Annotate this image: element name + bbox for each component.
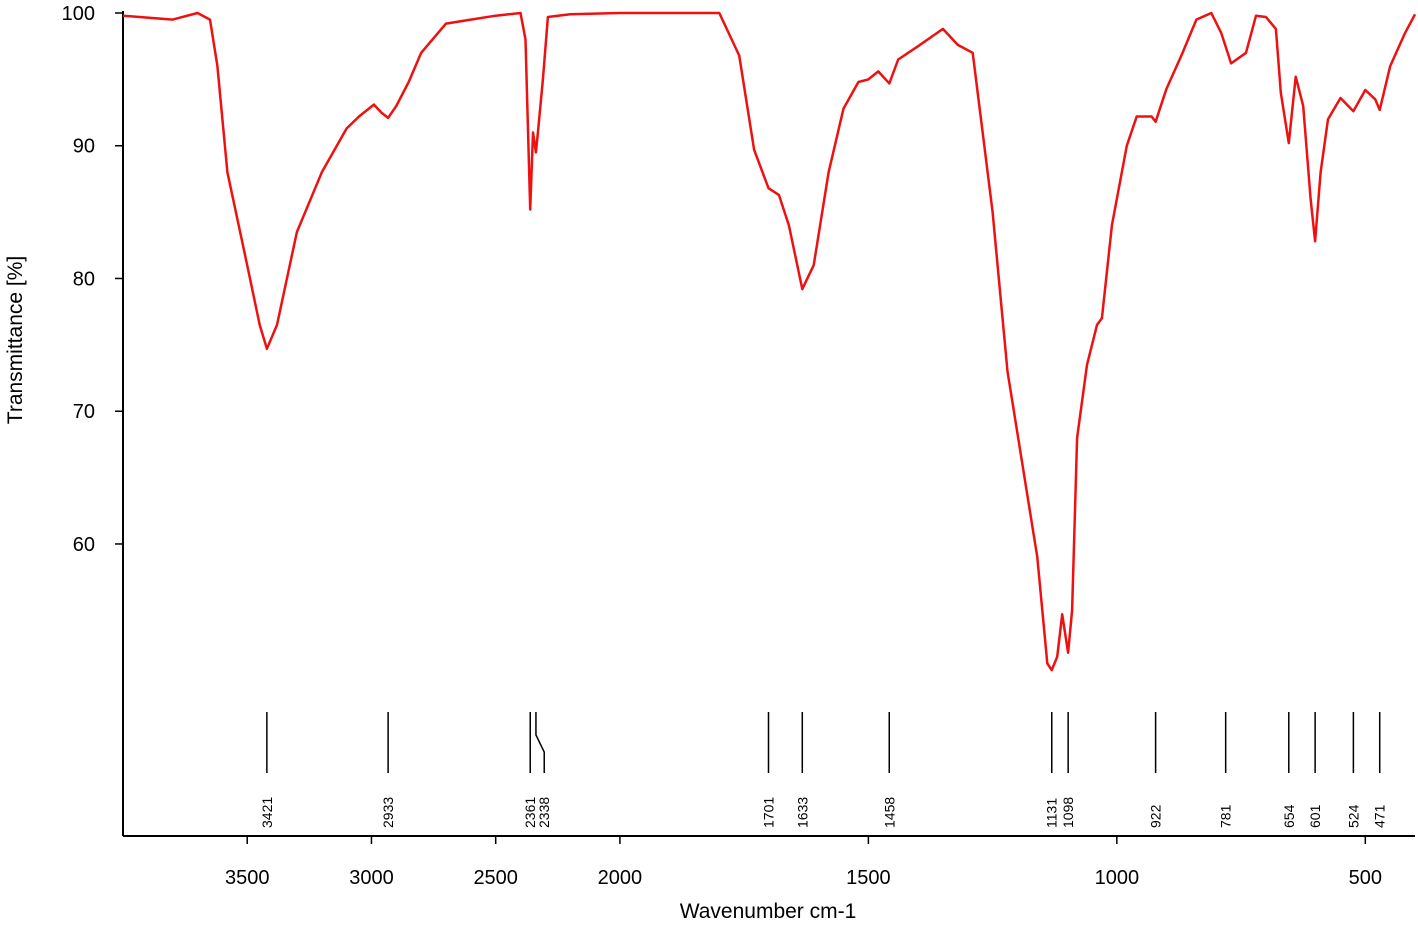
x-tick-label: 1000 — [1095, 867, 1140, 889]
peak-label: 1458 — [881, 797, 897, 828]
x-tick-label: 2000 — [598, 867, 643, 889]
peak-label: 1098 — [1060, 797, 1076, 828]
peak-label: 781 — [1218, 804, 1234, 828]
y-tick-label: 70 — [73, 401, 95, 423]
peak-label: 2338 — [536, 797, 552, 828]
x-tick-label: 2500 — [473, 867, 518, 889]
y-tick-label: 60 — [73, 534, 95, 556]
peak-label: 654 — [1281, 804, 1297, 828]
x-tick-label: 3000 — [349, 867, 394, 889]
y-tick-label: 100 — [62, 3, 95, 25]
y-tick-label: 90 — [73, 136, 95, 158]
peak-marker — [535, 712, 545, 773]
peak-label: 471 — [1372, 804, 1388, 828]
peak-label: 1633 — [794, 797, 810, 828]
peak-label: 1131 — [1044, 798, 1060, 828]
peak-label: 1701 — [761, 797, 777, 828]
x-tick-label: 500 — [1349, 867, 1382, 889]
peak-label: 2933 — [380, 797, 396, 828]
peak-label: 3421 — [259, 797, 275, 828]
spectrum-line — [122, 11, 1417, 672]
peak-label: 601 — [1307, 804, 1323, 828]
peak-label: 524 — [1345, 804, 1361, 828]
y-axis-label: Transmittance [%] — [4, 256, 27, 424]
x-tick-label: 3500 — [225, 867, 270, 889]
peak-label: 922 — [1148, 804, 1164, 828]
x-axis-label: Wavenumber cm-1 — [680, 900, 857, 923]
y-tick-label: 80 — [73, 268, 95, 290]
x-tick-label: 1500 — [846, 867, 891, 889]
peak-label: 2361 — [522, 797, 538, 828]
